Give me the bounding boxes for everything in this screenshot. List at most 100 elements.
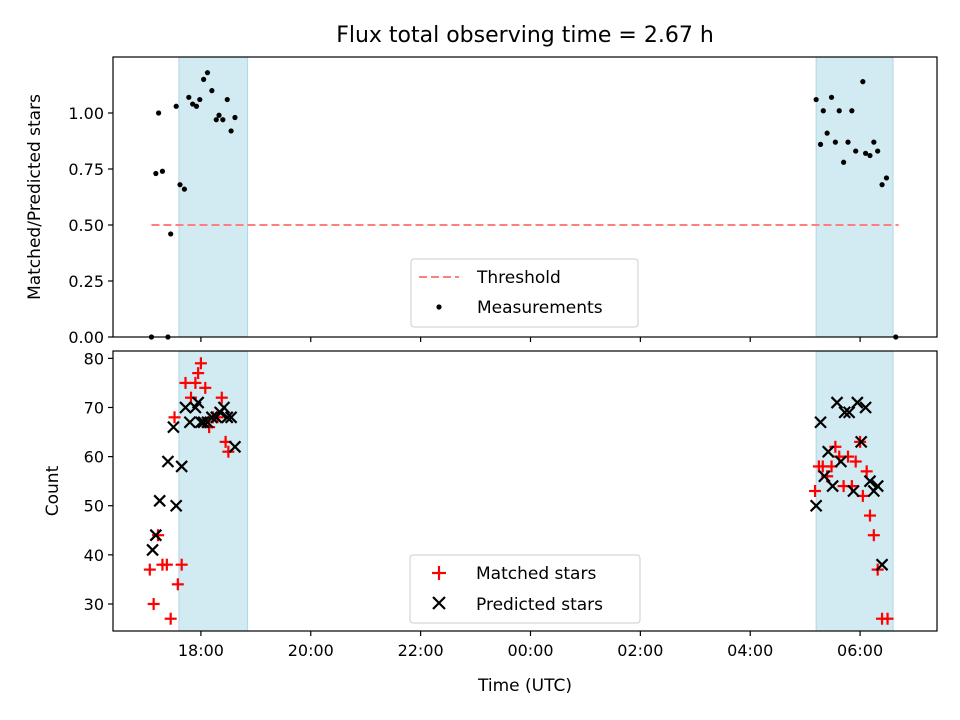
predicted-star-marker — [847, 484, 860, 498]
y-tick-label: 80 — [84, 349, 104, 368]
predicted-star-marker — [814, 415, 827, 429]
measurement-point — [875, 148, 881, 154]
measurement-point — [860, 79, 866, 85]
predicted-star-marker — [183, 415, 197, 429]
y-tick-label: 30 — [84, 595, 104, 614]
predicted-star-marker — [197, 415, 210, 429]
matched-star-marker — [152, 529, 165, 542]
measurement-point — [871, 139, 877, 145]
matched-star-marker — [215, 391, 228, 404]
measurement-point — [232, 114, 238, 121]
measurement-point — [883, 175, 890, 181]
measurement-point — [841, 159, 847, 165]
x-tick-label: 18:00 — [178, 641, 224, 660]
predicted-star-marker — [169, 499, 183, 513]
bottom-panel: 30 40 50 60 70 80 18:00 20:00 22:00 00:00 02:00 04… — [43, 349, 938, 696]
measurement-point — [228, 128, 234, 134]
measurement-point — [832, 139, 838, 145]
x-tick-label: 02:00 — [617, 641, 663, 660]
predicted-star-marker — [217, 401, 231, 414]
observing-window-shade — [815, 56, 894, 338]
matched-star-marker — [192, 367, 205, 380]
matched-star-marker — [175, 558, 188, 571]
measurement-point — [153, 170, 159, 177]
y-tick-label: 50 — [84, 497, 104, 516]
y-tick-label: 0.00 — [68, 328, 104, 347]
predicted-star-marker — [224, 411, 238, 424]
predicted-star-marker — [842, 406, 856, 419]
measurement-point — [186, 94, 192, 100]
predicted-star-marker — [179, 401, 192, 414]
predicted-star-marker — [875, 558, 889, 571]
measurement-point — [216, 112, 222, 118]
matched-star-marker — [881, 612, 894, 625]
predicted-star-marker — [809, 499, 823, 513]
predicted-star-marker — [149, 528, 163, 542]
predicted-star-marker — [153, 494, 166, 508]
legend-predicted-swatch — [432, 596, 446, 610]
measurement-point — [204, 70, 211, 76]
legend-predicted-label: Predicted stars — [476, 595, 603, 615]
measurement-point — [845, 139, 851, 145]
matched-star-marker — [809, 485, 822, 497]
y-tick-label: 0.50 — [68, 216, 104, 235]
matched-star-marker — [829, 440, 842, 453]
measurement-point — [193, 103, 200, 109]
predicted-star-marker — [859, 401, 872, 414]
bottom-legend-box — [409, 554, 641, 624]
top-axes-frame — [112, 56, 938, 338]
measurement-point — [862, 150, 869, 156]
matched-star-marker — [863, 509, 876, 522]
matched-star-marker — [168, 411, 181, 424]
predicted-star-marker — [228, 440, 242, 454]
y-tick-label: 0.25 — [68, 272, 104, 291]
predicted-star-marker — [167, 420, 180, 434]
legend-threshold-label: Threshold — [476, 268, 561, 288]
legend-measurements-swatch — [436, 304, 442, 310]
measurement-point — [201, 76, 207, 82]
measurement-point — [828, 94, 835, 100]
measurement-point — [853, 148, 859, 154]
measurement-point — [224, 96, 230, 103]
predicted-star-marker — [854, 435, 868, 449]
top-y-axis-label: Matched/Predicted stars — [25, 94, 45, 300]
matched-star-marker — [160, 558, 173, 571]
predicted-star-marker — [205, 411, 219, 424]
top-legend: Threshold Measurements — [410, 258, 639, 328]
chart-title: Flux total observing time = 2.67 h — [336, 23, 714, 48]
legend-matched-label: Matched stars — [476, 564, 596, 584]
measurement-point — [173, 103, 179, 109]
top-legend-box — [410, 258, 639, 328]
measurement-point — [820, 108, 826, 114]
predicted-star-marker — [175, 460, 188, 473]
y-tick-label: 1.00 — [68, 104, 104, 123]
predicted-star-marker — [851, 396, 864, 409]
legend-matched-swatch — [432, 566, 446, 580]
predicted-star-marker — [871, 479, 884, 493]
measurement-point — [213, 117, 219, 123]
measurement-point — [879, 182, 885, 188]
matched-star-marker — [189, 376, 202, 389]
matched-star-marker — [171, 578, 184, 591]
predicted-star-marker — [821, 445, 835, 458]
measurement-point — [155, 110, 162, 116]
measurement-point — [209, 88, 215, 94]
observing-window-shade — [178, 350, 249, 632]
measurement-point — [824, 130, 830, 136]
measurement-point — [197, 96, 203, 103]
predicted-star-marker — [863, 474, 877, 488]
measurement-point — [817, 141, 824, 147]
predicted-star-marker — [220, 411, 234, 424]
measurement-point — [836, 108, 842, 114]
y-tick-label: 60 — [84, 448, 104, 467]
measurement-point — [813, 96, 819, 103]
predicted-star-marker — [830, 396, 844, 409]
matched-star-marker — [143, 563, 156, 576]
x-tick-label: 06:00 — [837, 641, 883, 660]
matched-star-marker — [194, 357, 207, 370]
top-panel: 0.00 0.25 0.50 0.75 1.00 Matched/Predicted s… — [25, 56, 938, 347]
bottom-legend: Matched stars Predicted stars — [409, 554, 641, 624]
predicted-star-marker — [826, 479, 839, 493]
predicted-star-marker — [161, 455, 175, 468]
